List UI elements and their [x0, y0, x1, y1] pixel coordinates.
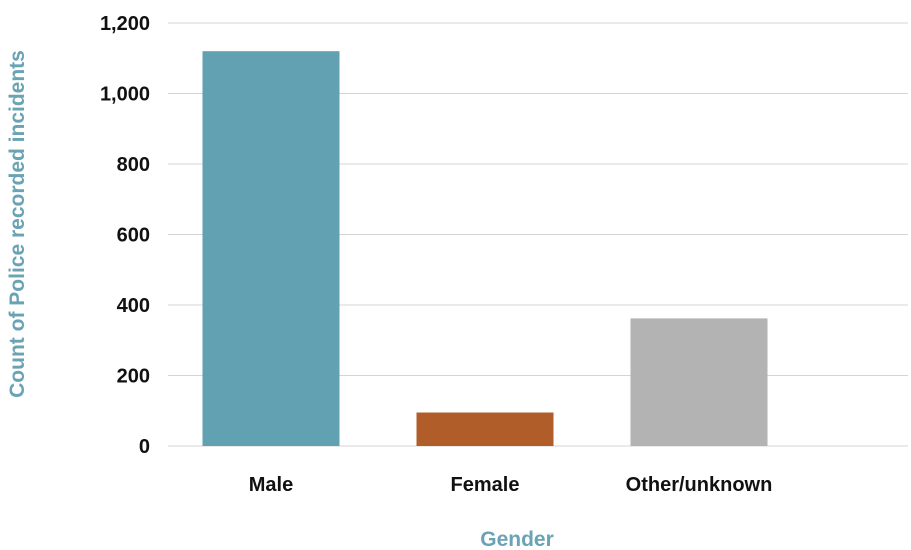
x-tick-label: Male	[249, 474, 293, 496]
y-tick-label: 600	[117, 225, 150, 247]
x-tick-label: Other/unknown	[626, 474, 773, 496]
bar-male	[202, 51, 340, 446]
y-tick-label: 0	[139, 436, 150, 458]
y-axis-title: Count of Police recorded incidents	[6, 50, 29, 398]
bars	[202, 51, 768, 446]
x-axis-title: Gender	[480, 528, 554, 550]
x-tick-label: Female	[451, 474, 520, 496]
y-tick-label: 200	[117, 366, 150, 388]
y-tick-label: 1,000	[100, 84, 150, 106]
bar-female	[416, 412, 554, 446]
bar-other-unknown	[630, 318, 768, 446]
y-tick-labels: 0 200 400 600 800 1,000 1,200	[100, 13, 150, 458]
y-tick-label: 800	[117, 154, 150, 176]
x-tick-labels: Male Female Other/unknown	[249, 474, 773, 496]
y-tick-label: 400	[117, 295, 150, 317]
y-tick-label: 1,200	[100, 13, 150, 35]
